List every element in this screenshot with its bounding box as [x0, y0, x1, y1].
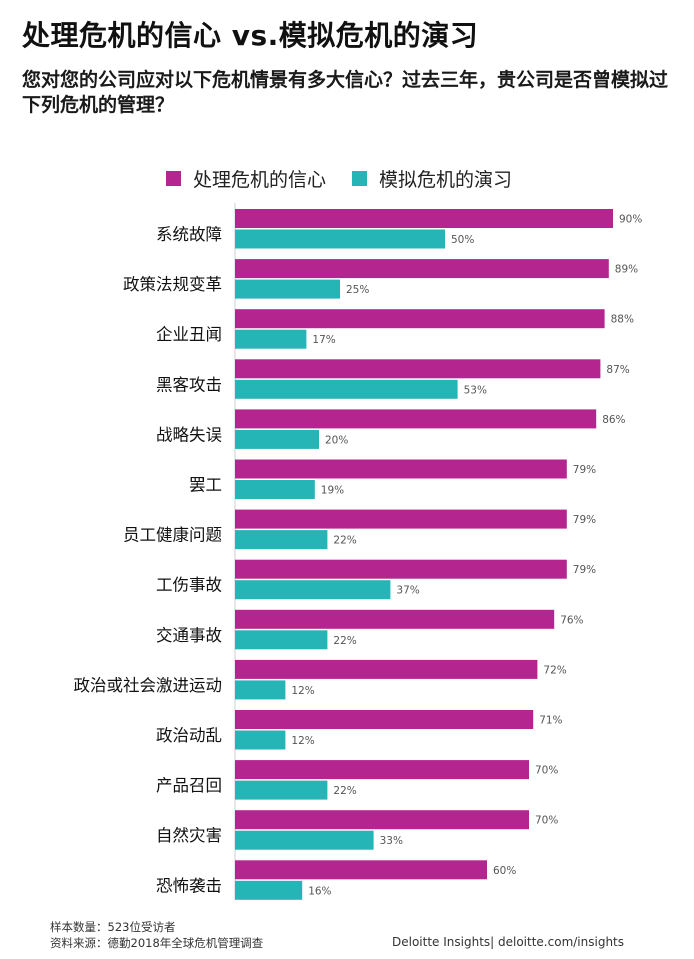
- confidence-bar: [235, 209, 613, 228]
- simulation-bar: [235, 630, 328, 650]
- confidence-value-label: 88%: [611, 314, 634, 326]
- confidence-value-label: 70%: [535, 815, 558, 827]
- confidence-bar: [235, 609, 555, 629]
- confidence-value-label: 72%: [543, 664, 566, 676]
- simulation-bar: [235, 429, 319, 449]
- simulation-bar: [235, 480, 315, 499]
- category-label: 政策法规变革: [123, 275, 222, 294]
- category-label: 恐怖袭击: [156, 876, 222, 895]
- confidence-value-label: 79%: [573, 564, 596, 576]
- category-label: 产品召回: [156, 776, 222, 795]
- simulation-bar: [235, 680, 286, 700]
- confidence-bar: [235, 860, 487, 880]
- simulation-value-label: 25%: [346, 284, 369, 296]
- category-label: 黑客攻击: [156, 375, 222, 394]
- simulation-bar: [235, 580, 391, 600]
- simulation-bar: [235, 379, 458, 399]
- category-label: 工伤事故: [156, 576, 222, 595]
- category-label: 政治或社会激进运动: [74, 676, 223, 695]
- simulation-value-label: 12%: [291, 735, 314, 747]
- simulation-bar: [235, 780, 328, 800]
- confidence-bar: [235, 259, 609, 279]
- simulation-value-label: 19%: [321, 485, 344, 497]
- simulation-value-label: 22%: [333, 535, 356, 547]
- category-label: 员工健康问题: [123, 526, 222, 545]
- category-label: 罢工: [189, 476, 222, 495]
- confidence-value-label: 76%: [560, 614, 583, 626]
- simulation-bar: [235, 329, 307, 349]
- confidence-bar: [235, 409, 597, 429]
- confidence-bar: [235, 309, 605, 329]
- confidence-value-label: 60%: [493, 865, 516, 877]
- simulation-value-label: 37%: [396, 585, 419, 597]
- source-note: 资料来源：德勤2018年全球危机管理调查: [50, 936, 264, 950]
- legend-item-simulation: 模拟危机的演习: [352, 165, 512, 192]
- confidence-bar: [235, 459, 567, 479]
- legend-swatch-simulation: [352, 170, 368, 186]
- confidence-value-label: 86%: [602, 414, 625, 426]
- simulation-bar: [235, 730, 286, 750]
- simulation-value-label: 17%: [312, 334, 335, 346]
- simulation-value-label: 16%: [308, 885, 331, 897]
- simulation-bar: [235, 279, 340, 299]
- simulation-bar: [235, 830, 374, 850]
- category-label: 政治动乱: [156, 726, 222, 745]
- confidence-bar: [235, 710, 534, 729]
- confidence-bar: [235, 509, 567, 529]
- legend-item-confidence: 处理危机的信心: [166, 165, 326, 192]
- sample-size-note: 样本数量：523位受访者: [50, 920, 176, 934]
- confidence-bar: [235, 359, 601, 379]
- simulation-value-label: 33%: [380, 835, 403, 847]
- category-label: 系统故障: [156, 225, 222, 244]
- category-label: 战略失误: [156, 425, 222, 444]
- confidence-bar: [235, 760, 529, 780]
- confidence-value-label: 71%: [539, 715, 562, 727]
- brand-credit: Deloitte Insights| deloitte.com/insights: [392, 935, 625, 949]
- chart-subtitle: 您对您的公司应对以下危机情景有多大信心？过去三年，贵公司是否曾模拟过下列危机的管…: [22, 69, 669, 116]
- confidence-value-label: 89%: [615, 264, 638, 276]
- legend-swatch-confidence: [166, 170, 181, 186]
- confidence-bar: [235, 559, 567, 579]
- legend: 处理危机的信心 模拟危机的演习: [166, 163, 538, 193]
- category-label: 交通事故: [156, 626, 222, 645]
- simulation-value-label: 22%: [333, 635, 356, 647]
- legend-label-simulation: 模拟危机的演习: [379, 168, 513, 191]
- simulation-value-label: 20%: [325, 434, 348, 446]
- confidence-value-label: 79%: [573, 464, 596, 476]
- chart-title: 处理危机的信心 vs.模拟危机的演习: [22, 19, 479, 52]
- footer-notes: 样本数量：523位受访者 资料来源：德勤2018年全球危机管理调查: [50, 919, 263, 951]
- category-label: 企业丑闻: [156, 325, 222, 344]
- confidence-bar: [235, 810, 529, 830]
- simulation-value-label: 22%: [333, 785, 356, 797]
- confidence-bar: [235, 659, 538, 679]
- confidence-value-label: 87%: [606, 364, 629, 376]
- category-label: 自然灾害: [156, 826, 222, 845]
- simulation-value-label: 53%: [464, 384, 487, 396]
- simulation-bar: [235, 880, 303, 900]
- confidence-value-label: 90%: [619, 214, 642, 226]
- simulation-bar: [235, 229, 445, 249]
- legend-label-confidence: 处理危机的信心: [193, 168, 327, 191]
- simulation-bar: [235, 530, 328, 550]
- simulation-value-label: 12%: [291, 685, 314, 697]
- confidence-value-label: 79%: [573, 514, 596, 526]
- simulation-value-label: 50%: [451, 234, 474, 246]
- confidence-value-label: 70%: [535, 765, 558, 777]
